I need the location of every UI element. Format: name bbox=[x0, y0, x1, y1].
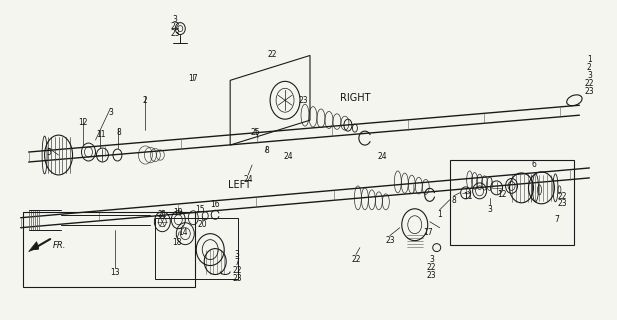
Text: 3: 3 bbox=[173, 15, 178, 24]
Text: 6: 6 bbox=[531, 160, 536, 169]
Text: 11: 11 bbox=[463, 192, 473, 201]
Polygon shape bbox=[28, 242, 39, 252]
Text: 2: 2 bbox=[143, 96, 147, 105]
Text: 14: 14 bbox=[178, 228, 188, 237]
Text: 22: 22 bbox=[233, 266, 242, 275]
Text: 23: 23 bbox=[427, 270, 437, 279]
Text: 3: 3 bbox=[429, 255, 434, 264]
Text: 20: 20 bbox=[197, 220, 207, 229]
Text: 8: 8 bbox=[265, 146, 270, 155]
Text: 22: 22 bbox=[558, 192, 567, 201]
Text: 17: 17 bbox=[188, 74, 198, 84]
Text: 22: 22 bbox=[170, 22, 180, 31]
Text: 3: 3 bbox=[587, 71, 592, 80]
Text: 7: 7 bbox=[554, 215, 559, 224]
Text: 24: 24 bbox=[377, 152, 387, 161]
Text: 23: 23 bbox=[170, 28, 180, 37]
Text: 23: 23 bbox=[558, 199, 567, 208]
Text: 23: 23 bbox=[584, 87, 594, 96]
Text: 2: 2 bbox=[587, 63, 592, 72]
Text: 8: 8 bbox=[116, 128, 121, 137]
Text: 8: 8 bbox=[451, 196, 456, 205]
Text: 11: 11 bbox=[96, 130, 106, 139]
Text: 22: 22 bbox=[267, 51, 277, 60]
Text: FR.: FR. bbox=[52, 241, 66, 250]
Text: 21: 21 bbox=[157, 210, 167, 219]
Text: 22: 22 bbox=[427, 262, 436, 272]
Text: 15: 15 bbox=[196, 205, 205, 214]
Text: 5: 5 bbox=[46, 148, 51, 157]
Text: 7: 7 bbox=[234, 258, 239, 267]
Text: 12: 12 bbox=[78, 118, 87, 127]
Text: 12: 12 bbox=[497, 190, 507, 199]
Text: 23: 23 bbox=[233, 274, 242, 283]
Text: 25: 25 bbox=[251, 128, 260, 137]
Text: 3: 3 bbox=[234, 250, 239, 259]
Text: 22: 22 bbox=[585, 79, 594, 88]
Text: 13: 13 bbox=[110, 268, 120, 276]
Text: LEFT: LEFT bbox=[228, 180, 251, 190]
Text: 18: 18 bbox=[173, 238, 182, 247]
Text: 24: 24 bbox=[283, 152, 293, 161]
Text: 23: 23 bbox=[385, 236, 395, 245]
Text: 17: 17 bbox=[423, 228, 433, 237]
Text: 1: 1 bbox=[587, 55, 592, 64]
Text: 16: 16 bbox=[210, 200, 220, 209]
Text: 24: 24 bbox=[243, 175, 253, 184]
Text: 22: 22 bbox=[351, 255, 361, 264]
Text: 19: 19 bbox=[173, 208, 183, 217]
Text: 3: 3 bbox=[487, 205, 492, 214]
Text: 23: 23 bbox=[298, 96, 308, 105]
Text: 3: 3 bbox=[108, 108, 113, 117]
Text: RIGHT: RIGHT bbox=[340, 93, 370, 103]
Text: 1: 1 bbox=[437, 210, 442, 219]
